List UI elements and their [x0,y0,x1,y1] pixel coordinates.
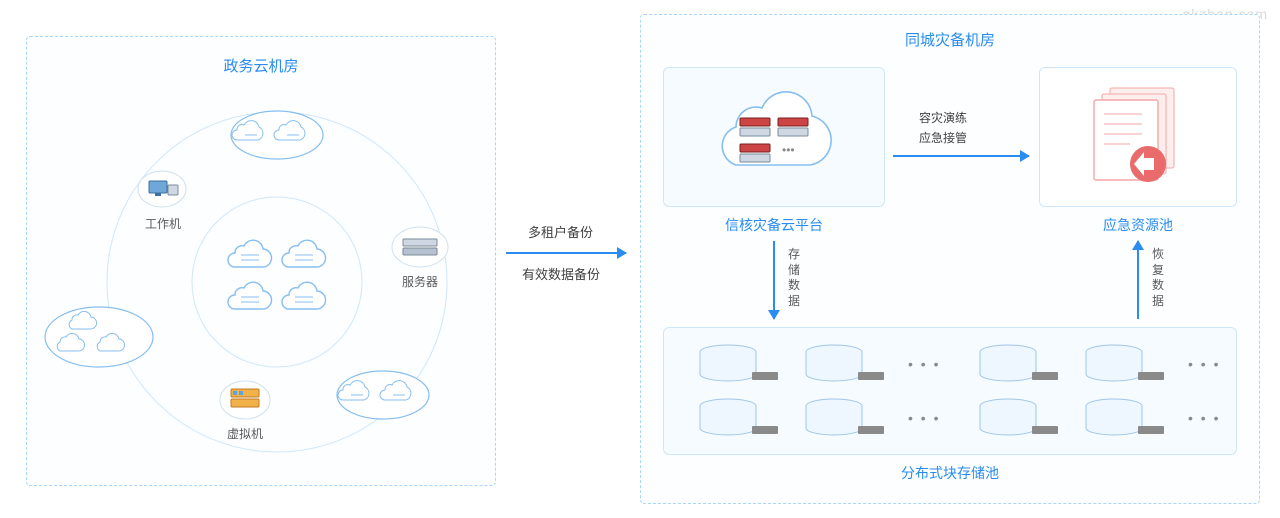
cloud-icon [279,277,329,311]
cloud-platform-box: ••• [663,67,885,207]
document-icon [1082,82,1202,192]
cloud-icon [227,105,327,161]
vm-icon [217,377,273,423]
disk-icon [1080,342,1170,388]
center-label-2: 有效数据备份 [522,264,600,283]
right-panel: 同城灾备机房 ••• 信核灾备云平台 [640,14,1260,504]
workstation-icon [135,167,189,211]
server-icon [389,225,451,273]
disk-icon [800,396,890,442]
vm-label: 虚拟机 [223,425,267,442]
workstation-label: 工作机 [139,215,187,232]
storage-box: • • • • • • • • • • • • [663,327,1237,455]
disk-icon [800,342,890,388]
disk-icon [1080,396,1170,442]
svg-text:•••: ••• [782,143,795,157]
dots-icon: • • • [1188,356,1220,372]
dr-label-1: 容灾演练 [919,109,967,126]
dots-icon: • • • [1188,410,1220,426]
cloud-icon [41,299,157,371]
store-label: 存储数据 [787,247,801,309]
storage-label: 分布式块存储池 [901,463,999,483]
arrow-right-icon [893,155,1029,157]
cloud-icon [333,365,433,421]
dots-icon: • • • [908,356,940,372]
pool-box [1039,67,1237,207]
right-panel-title: 同城灾备机房 [905,29,995,50]
dr-label-2: 应急接管 [919,129,967,146]
disk-icon [974,342,1064,388]
pool-label: 应急资源池 [1103,215,1173,235]
disk-icon [974,396,1064,442]
cloud-icon [225,277,275,311]
left-panel: 政务云机房 工作机 [26,36,496,486]
center-label-1: 多租户备份 [528,222,593,241]
disk-icon [694,396,784,442]
cloud-icon [225,235,275,269]
cloud-platform-label: 信核灾备云平台 [725,215,823,235]
arrow-right-icon [506,252,626,254]
arrow-up-icon [1137,241,1139,319]
cloud-icon [279,235,329,269]
disk-icon [694,342,784,388]
restore-label: 恢复数据 [1151,247,1165,309]
dots-icon: • • • [908,410,940,426]
arrow-down-icon [773,241,775,319]
dr-cloud-icon: ••• [704,80,844,180]
server-label: 服务器 [395,273,445,290]
